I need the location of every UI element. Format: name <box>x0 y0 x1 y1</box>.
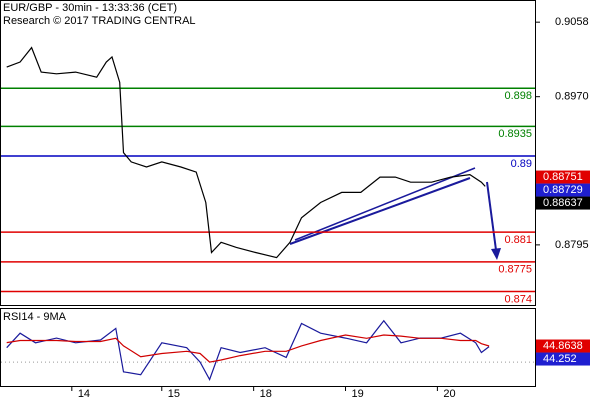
x-tick-label: 19 <box>352 388 364 400</box>
chart-title: EUR/GBP - 30min - 13:33:36 (CET) <box>3 2 177 14</box>
x-tick-label: 18 <box>260 388 272 400</box>
value-tag-label: 0.88751 <box>543 171 583 183</box>
value-tag-label: 44.8638 <box>543 340 583 352</box>
level-label: 0.8935 <box>498 128 532 140</box>
value-tag <box>536 183 590 197</box>
rsi-panel <box>0 308 536 387</box>
level-label: 0.881 <box>504 234 532 246</box>
arrow-head <box>491 248 501 260</box>
trend-line <box>289 177 471 245</box>
x-tick-label: 14 <box>78 388 90 400</box>
level-label: 0.874 <box>504 293 532 305</box>
level-label: 0.8775 <box>498 264 532 276</box>
y-tick-label: 0.9058 <box>555 16 589 28</box>
value-tag <box>536 170 590 184</box>
rsi-title: RSI14 - 9MA <box>3 311 67 323</box>
series-line <box>6 334 490 363</box>
value-tag <box>536 352 590 366</box>
x-tick-label: 20 <box>443 388 455 400</box>
y-tick-label: 0.8795 <box>555 239 589 251</box>
series-line <box>6 319 490 381</box>
chart-subtitle: Research © 2017 TRADING CENTRAL <box>3 15 196 27</box>
value-tag-label: 0.88637 <box>543 197 583 209</box>
value-tag-label: 0.88729 <box>543 184 583 196</box>
x-tick-label: 15 <box>168 388 180 400</box>
value-tag <box>536 339 590 353</box>
level-label: 0.89 <box>511 158 532 170</box>
y-tick-label: 0.8970 <box>555 91 589 103</box>
forecast-arrow <box>486 181 497 251</box>
price-panel <box>0 0 536 306</box>
level-label: 0.898 <box>504 90 532 102</box>
value-tag-label: 44.252 <box>543 353 577 365</box>
trend-line <box>294 167 476 241</box>
value-tag <box>536 196 590 210</box>
series-line <box>6 46 486 259</box>
